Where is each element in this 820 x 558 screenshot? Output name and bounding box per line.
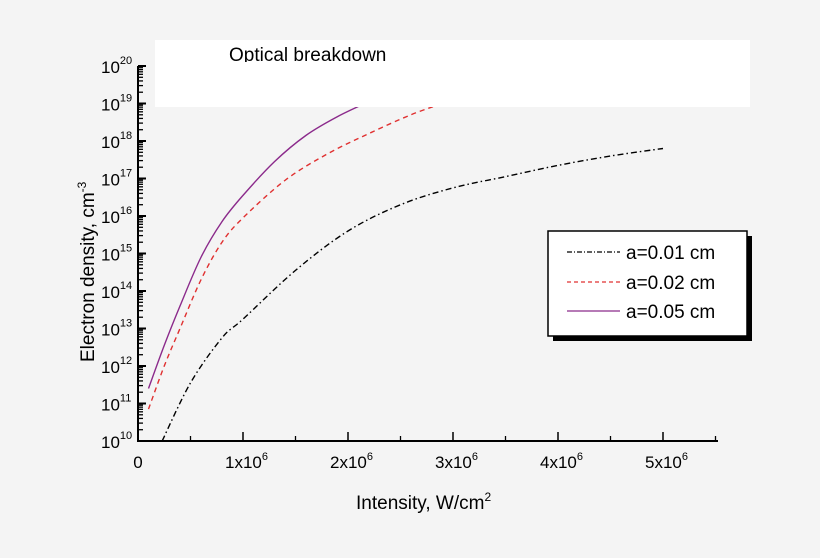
y-tick-label: 1019: [101, 93, 132, 115]
y-tick-label: 1018: [101, 130, 132, 152]
x-tick-label: 1x106: [225, 451, 268, 472]
y-axis-title: Electron density, cm-3: [75, 181, 99, 362]
y-tick-label: 1011: [101, 393, 131, 415]
x-tick-label: 0: [133, 453, 142, 472]
x-tick-label: 4x106: [540, 451, 583, 472]
series-line-a-0-05-cm: [147, 100, 370, 389]
x-axis-ticks: 0 1x106 2x106 3x106 4x106 5x106: [133, 432, 717, 472]
x-tick-label: 2x106: [330, 451, 373, 472]
legend: a=0.01 cm a=0.02 cm a=0.05 cm: [547, 230, 752, 341]
y-tick-label: 1020: [101, 55, 132, 77]
y-tick-label: 1012: [101, 355, 132, 377]
legend-label-a001: a=0.01 cm: [626, 243, 715, 264]
y-tick-label: 1014: [101, 280, 132, 302]
legend-label-a002: a=0.02 cm: [626, 273, 715, 294]
series-line-a-0-02-cm: [147, 102, 443, 410]
x-axis-title: Intensity, W/cm2: [356, 490, 491, 514]
y-tick-label: 1013: [101, 318, 132, 340]
x-tick-label: 5x106: [645, 451, 688, 472]
y-tick-label: 1016: [101, 205, 132, 227]
legend-box: [547, 230, 748, 337]
y-tick-label: 1015: [101, 243, 132, 265]
legend-label-a005: a=0.05 cm: [626, 302, 715, 323]
x-tick-label: 3x106: [435, 451, 478, 472]
y-axis-ticks: 1010 1011 1012 1013 1014 1015 1016 1017 1018 1019…: [101, 55, 146, 452]
y-tick-label: 1010: [101, 430, 132, 452]
series-layer: [147, 100, 664, 442]
series-line-a-0-01-cm: [161, 147, 664, 442]
breakdown-mask: [155, 62, 750, 107]
y-tick-label: 1017: [101, 168, 132, 190]
optical-breakdown-label: Optical breakdown: [229, 45, 386, 66]
